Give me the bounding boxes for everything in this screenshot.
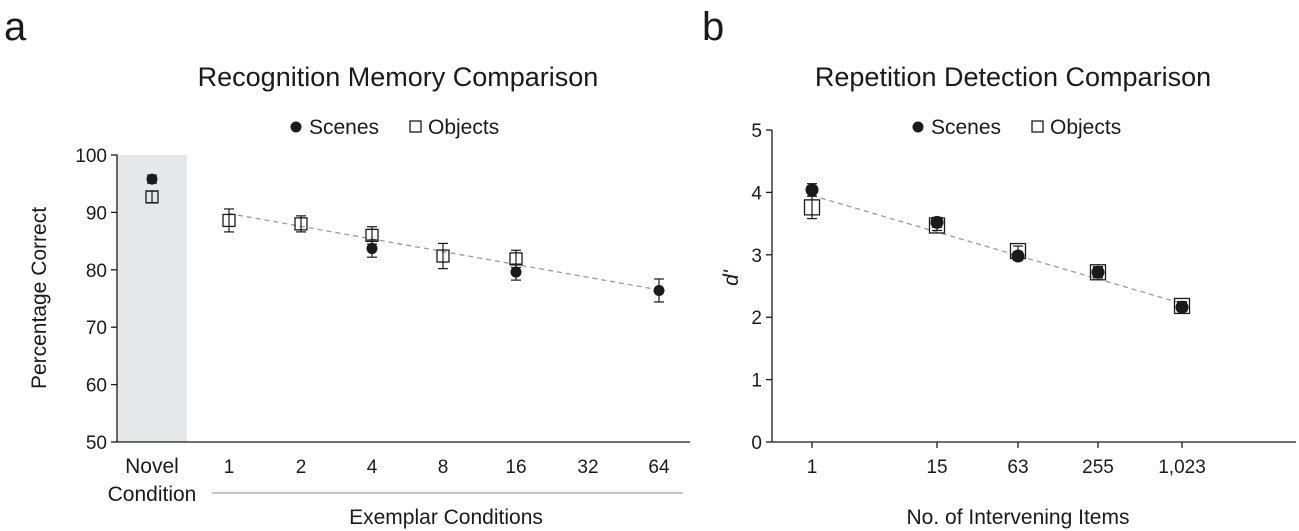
legend-objects-label: Objects: [428, 116, 499, 139]
legend-scenes-marker: [290, 121, 302, 133]
y-tick-label: 4: [751, 183, 762, 204]
objects-point: [145, 190, 159, 204]
panel-b-y-axis-label: d': [720, 269, 743, 286]
panel-b-x-axis-label: No. of Intervening Items: [907, 506, 1130, 529]
panel-b: b Repetition Detection Comparison d' No.…: [702, 5, 1296, 529]
x-tick-label: 1,023: [1158, 457, 1206, 478]
objects-point: [436, 249, 450, 263]
x-tick-label-novel: Novel: [125, 455, 179, 478]
x-tick-label: 63: [1007, 457, 1028, 478]
x-tick-label: 64: [648, 457, 670, 478]
panel-b-axes: 0 1 2 3 4 5 1 15 63 255 1,023: [751, 121, 1296, 478]
scenes-point: [1011, 249, 1025, 263]
trend-line: [811, 194, 1183, 305]
x-tick-label: 255: [1082, 457, 1114, 478]
x-tick-label: 15: [926, 457, 947, 478]
x-tick-label: 16: [505, 457, 526, 478]
scenes-point: [1091, 265, 1105, 279]
scenes-point: [1175, 300, 1189, 314]
legend-scenes-marker: [912, 121, 924, 133]
panel-b-marks: [803, 183, 1191, 315]
scenes-point: [653, 284, 665, 296]
y-tick-label: 60: [86, 376, 107, 397]
objects-point: [365, 228, 379, 243]
x-tick-label: 4: [367, 457, 378, 478]
panel-a-letter: a: [4, 5, 27, 49]
scenes-point: [146, 173, 158, 185]
x-tick-label: 1: [224, 457, 235, 478]
legend-objects-marker: [409, 120, 422, 133]
legend-objects-label: Objects: [1050, 116, 1121, 139]
panel-b-legend: Scenes Objects: [912, 116, 1121, 139]
y-tick-label: 2: [751, 308, 762, 329]
panel-a-x-axis-label: Exemplar Conditions: [349, 506, 543, 529]
objects-point: [294, 217, 308, 231]
scenes-point: [805, 183, 819, 197]
y-tick-label: 50: [86, 433, 107, 454]
legend-scenes-label: Scenes: [931, 116, 1001, 139]
y-tick-label: 3: [751, 246, 762, 267]
x-tick-label-condition: Condition: [108, 483, 197, 506]
objects-point: [803, 199, 821, 216]
panel-a-title: Recognition Memory Comparison: [198, 62, 599, 92]
scenes-point: [510, 266, 522, 278]
scenes-point: [930, 215, 944, 229]
y-tick-label: 90: [86, 203, 107, 224]
panel-a-marks: [145, 173, 665, 303]
y-tick-label: 80: [86, 261, 107, 282]
panel-a-axes: 50 60 70 80 90 100 Novel Condition 1 2 4 8 16 32 64: [75, 146, 690, 506]
panel-a: a Recognition Memory Comparison Percenta…: [4, 5, 690, 529]
y-tick-label: 1: [751, 371, 762, 392]
panel-b-letter: b: [702, 5, 724, 49]
objects-point: [509, 252, 523, 266]
objects-point: [1089, 264, 1107, 281]
y-tick-label: 5: [751, 121, 762, 142]
x-tick-label: 2: [296, 457, 307, 478]
x-tick-label: 8: [438, 457, 449, 478]
panel-b-title: Repetition Detection Comparison: [815, 62, 1211, 92]
panel-a-y-axis-label: Percentage Correct: [28, 207, 51, 389]
panel-a-legend: Scenes Objects: [290, 116, 499, 139]
y-tick-label: 70: [86, 318, 107, 339]
y-tick-label: 100: [75, 146, 107, 167]
x-tick-label: 32: [577, 457, 598, 478]
legend-objects-marker: [1031, 120, 1044, 133]
objects-point: [222, 213, 236, 228]
scenes-point: [366, 243, 378, 255]
legend-scenes-label: Scenes: [309, 116, 379, 139]
x-tick-label: 1: [807, 457, 818, 478]
y-tick-label: 0: [751, 433, 762, 454]
